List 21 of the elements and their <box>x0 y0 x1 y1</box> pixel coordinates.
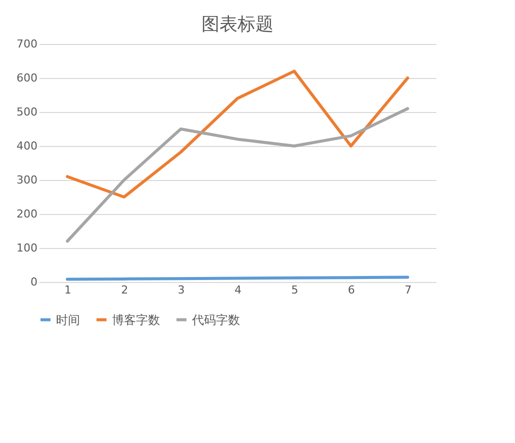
legend-label: 博客字数 <box>112 312 160 327</box>
legend-label: 时间 <box>56 312 80 327</box>
y-tick-label: 200 <box>16 208 38 220</box>
chart-title: 图表标题 <box>202 14 274 35</box>
x-tick-label: 6 <box>348 284 355 296</box>
x-tick-label: 2 <box>121 284 128 296</box>
legend-label: 代码字数 <box>191 312 240 327</box>
line-series <box>66 70 410 198</box>
x-tick-label: 7 <box>404 284 412 296</box>
y-tick-label: 600 <box>16 72 38 84</box>
line-series <box>66 107 410 243</box>
x-tick-label: 4 <box>234 284 242 296</box>
x-tick-label: 1 <box>64 284 72 296</box>
y-tick-label: 0 <box>30 276 38 288</box>
y-tick-label: 700 <box>16 38 38 50</box>
y-tick-label: 500 <box>16 106 38 118</box>
y-tick-label: 100 <box>16 242 38 254</box>
x-tick-label: 3 <box>178 284 185 296</box>
y-tick-label: 400 <box>16 140 38 152</box>
y-tick-label: 300 <box>16 174 38 186</box>
x-tick-label: 5 <box>291 284 298 296</box>
